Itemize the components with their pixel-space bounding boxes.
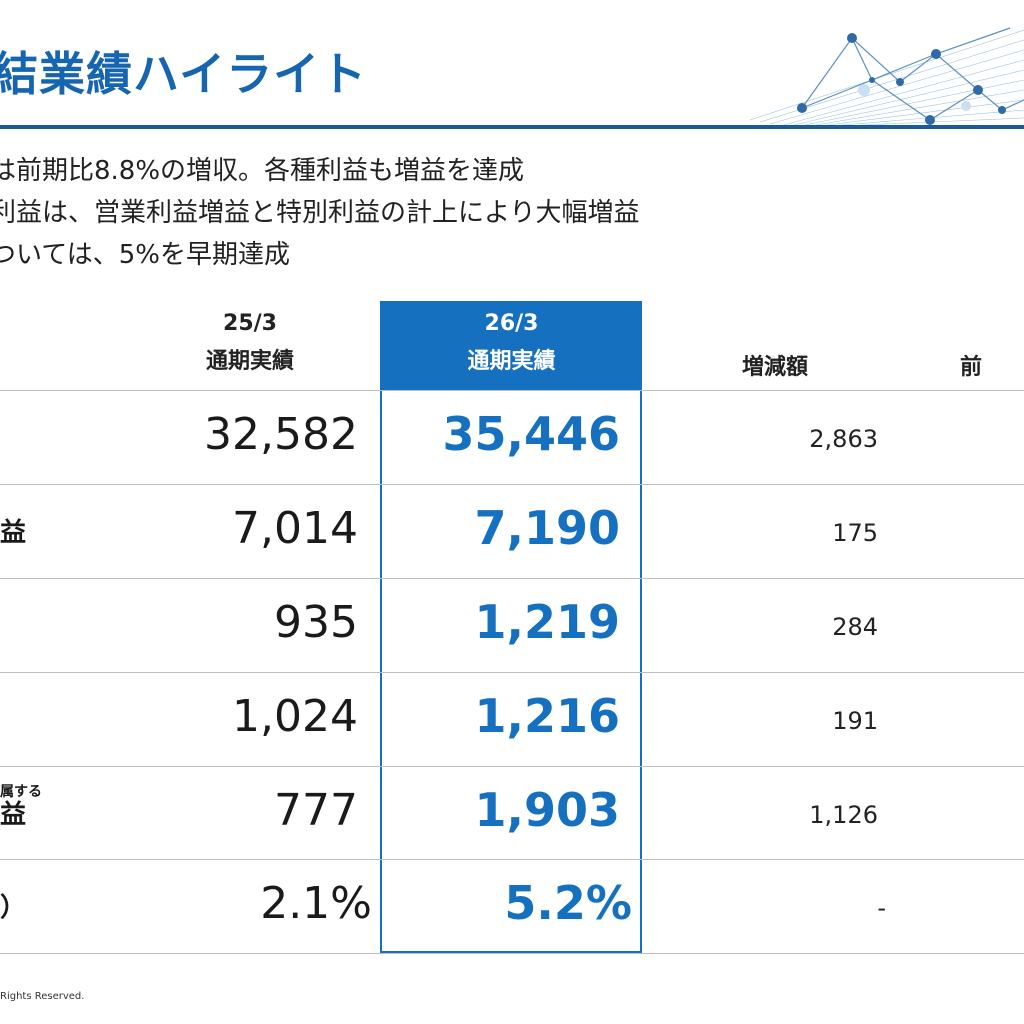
copyright-footer: Rights Reserved. [0, 991, 85, 1002]
header-difference: 増減額 [741, 355, 808, 380]
prev-value: 935 [274, 597, 358, 648]
current-period-header-bg [381, 302, 642, 390]
header-prev-period: 25/3 通期実績 [150, 305, 350, 381]
row-divider [0, 953, 1024, 954]
difference-value: - [877, 894, 886, 922]
difference-value: 175 [832, 519, 878, 547]
current-value: 1,903 [474, 783, 620, 837]
difference-value: 2,863 [809, 425, 878, 453]
table-row: 益 7,014 7,190 175 [0, 485, 1024, 579]
prev-value: 7,014 [232, 503, 358, 554]
network-graphic [749, 27, 1024, 127]
current-value: 1,219 [474, 595, 620, 649]
table-row: 属する 益 777 1,903 1,126 [0, 767, 1024, 861]
prev-value: 777 [274, 785, 358, 836]
row-divider [0, 766, 1024, 767]
row-label: 益 [0, 800, 27, 830]
header-yoy: 前 [960, 355, 983, 380]
row-divider [0, 672, 1024, 673]
row-label: 益 [0, 518, 27, 548]
row-divider [0, 390, 1024, 391]
header-prev-label: 通期実績 [205, 349, 294, 374]
page-title: 結業績ハイライト [0, 47, 368, 101]
current-value: 1,216 [474, 689, 620, 743]
table-row: 935 1,219 284 [0, 579, 1024, 673]
table-row: 32,582 35,446 2,863 [0, 391, 1024, 485]
title-underline [0, 125, 1024, 129]
header-current-label: 通期実績 [467, 349, 556, 374]
header-current-year: 26/3 [484, 311, 539, 336]
header-current-period: 26/3 通期実績 [381, 305, 642, 381]
prev-value: 2.1% [260, 878, 372, 929]
row-divider [0, 578, 1024, 579]
current-value: 35,446 [442, 407, 620, 461]
table-row: 1,024 1,216 191 [0, 673, 1024, 767]
difference-value: 1,126 [809, 801, 878, 829]
summary-list: は前期比8.8%の増収。各種利益も増益を達成 利益は、営業利益増益と特別利益の計… [0, 150, 639, 276]
summary-item: 利益は、営業利益増益と特別利益の計上により大幅増益 [0, 198, 640, 228]
difference-value: 191 [832, 707, 878, 735]
current-period-highlight [380, 301, 642, 953]
prev-value: 1,024 [232, 691, 358, 742]
summary-item: ついては、5%を早期達成 [0, 240, 290, 270]
difference-value: 284 [832, 613, 878, 641]
summary-item: は前期比8.8%の増収。各種利益も増益を達成 [0, 156, 525, 186]
prev-value: 32,582 [204, 409, 358, 460]
row-label: ） [0, 893, 27, 923]
current-value: 7,190 [474, 501, 620, 555]
current-value: 5.2% [504, 876, 632, 930]
table-row: ） 2.1% 5.2% - [0, 860, 1024, 954]
row-divider [0, 859, 1024, 860]
header-prev-year: 25/3 [223, 311, 277, 336]
row-divider [0, 484, 1024, 485]
row-sublabel: 属する [0, 784, 42, 800]
